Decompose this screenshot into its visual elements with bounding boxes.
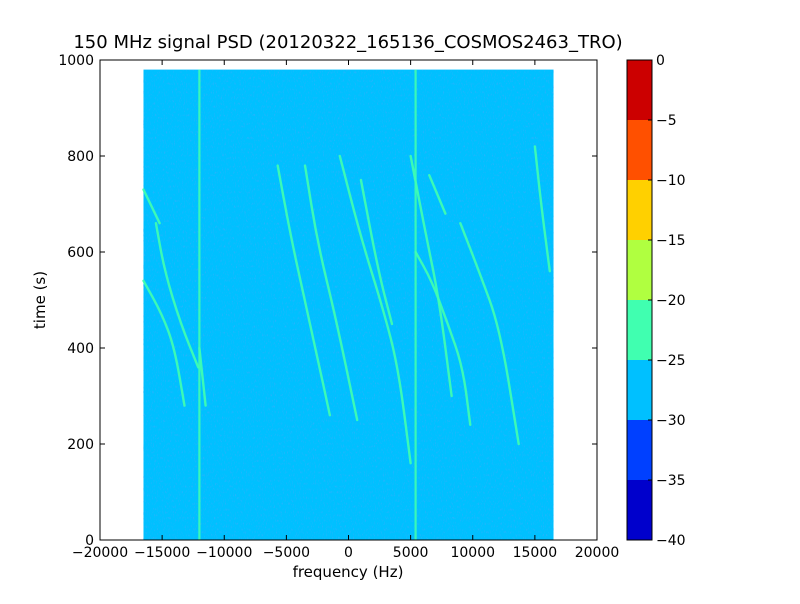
signal-trace-10 bbox=[414, 250, 472, 426]
y-tick-label: 600 bbox=[67, 245, 94, 261]
colorbar-tick-label: −25 bbox=[656, 353, 686, 369]
colorbar-tick-label: −5 bbox=[656, 113, 677, 129]
x-tick-label: −10000 bbox=[196, 545, 252, 561]
signal-trace-13 bbox=[428, 174, 447, 215]
signal-trace-9 bbox=[409, 154, 453, 398]
colorbar-tick-label: −10 bbox=[656, 173, 686, 189]
signal-trace-8 bbox=[359, 178, 394, 326]
chart-title: 150 MHz signal PSD (20120322_165136_COSM… bbox=[73, 32, 622, 53]
x-axis-label: frequency (Hz) bbox=[293, 563, 404, 581]
colorbar-segment bbox=[627, 420, 652, 480]
colorbar-segment bbox=[627, 60, 652, 120]
x-axis: −20000 −15000 −10000 −5000 0 5000 10000 15000 20… bbox=[72, 60, 619, 561]
signal-trace-6 bbox=[303, 164, 359, 422]
x-tick-label: 0 bbox=[344, 545, 353, 561]
colorbar-tick-label: −35 bbox=[656, 473, 686, 489]
x-tick-label: 15000 bbox=[513, 545, 558, 561]
signal-trace-7 bbox=[338, 154, 412, 465]
y-tick-label: 1000 bbox=[58, 53, 94, 69]
signal-trace-12 bbox=[533, 145, 551, 273]
x-tick-label: 20000 bbox=[575, 545, 620, 561]
colorbar-tick-label: −30 bbox=[656, 413, 686, 429]
plot-area bbox=[99, 59, 598, 541]
x-tick-label: −5000 bbox=[263, 545, 310, 561]
y-tick-label: 400 bbox=[67, 341, 94, 357]
colorbar-segment bbox=[627, 120, 652, 180]
colorbar-segment bbox=[627, 360, 652, 420]
signal-trace-2 bbox=[142, 188, 161, 225]
signal-trace-11 bbox=[459, 222, 520, 446]
x-tick-label: −15000 bbox=[134, 545, 190, 561]
colorbar-tick-label: −15 bbox=[656, 233, 686, 249]
colorbar: −40 −35 −30 −25 −20 −15 −10 −5 0 bbox=[626, 53, 686, 549]
heatmap-noise bbox=[143, 69, 554, 540]
colorbar-segment bbox=[627, 240, 652, 300]
colorbar-segment bbox=[627, 180, 652, 240]
y-axis: 0 200 400 600 800 1000 bbox=[58, 53, 597, 549]
colorbar-segment bbox=[627, 480, 652, 540]
x-tick-label: 5000 bbox=[393, 545, 429, 561]
x-tick-label: −20000 bbox=[72, 545, 128, 561]
colorbar-segment bbox=[627, 300, 652, 360]
y-tick-label: 800 bbox=[67, 149, 94, 165]
colorbar-tick-label: −20 bbox=[656, 293, 686, 309]
y-tick-label: 200 bbox=[67, 437, 94, 453]
x-tick-label: 10000 bbox=[450, 545, 495, 561]
signal-trace-1 bbox=[142, 279, 186, 407]
signal-trace-3 bbox=[154, 222, 200, 369]
colorbar-tick-label: −40 bbox=[656, 533, 686, 549]
signal-trace-5 bbox=[276, 164, 332, 417]
colorbar-tick-label: 0 bbox=[656, 53, 665, 69]
plot-content bbox=[142, 69, 554, 540]
signal-trace-4 bbox=[198, 346, 207, 407]
y-axis-label: time (s) bbox=[31, 271, 49, 329]
y-tick-label: 0 bbox=[85, 533, 94, 549]
